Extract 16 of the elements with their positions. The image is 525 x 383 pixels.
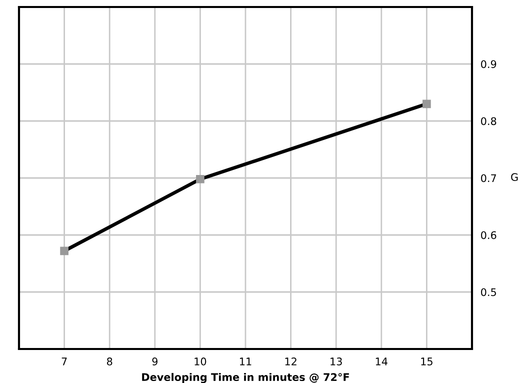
- y-tick-label: 0.5: [481, 288, 496, 296]
- x-tick-label: 13: [330, 358, 342, 366]
- y-tick-label: 0.8: [481, 117, 496, 126]
- x-axis-title: Developing Time in minutes @ 72°F: [142, 372, 349, 383]
- x-tick-label: 9: [152, 358, 158, 366]
- x-tick-label: 15: [421, 358, 432, 366]
- x-tick-label: 11: [240, 358, 252, 366]
- x-tick-label: 14: [376, 358, 388, 366]
- y-tick-label: 0.6: [481, 231, 496, 240]
- x-tick-label: 12: [285, 358, 296, 366]
- x-tick-label: 7: [62, 358, 67, 366]
- y-axis-title: G: [511, 173, 518, 182]
- y-tick-label: 0.9: [481, 60, 496, 68]
- y-tick-label: 0.7: [481, 174, 496, 182]
- x-tick-label: 8: [106, 358, 112, 366]
- x-tick-label: 10: [194, 358, 206, 366]
